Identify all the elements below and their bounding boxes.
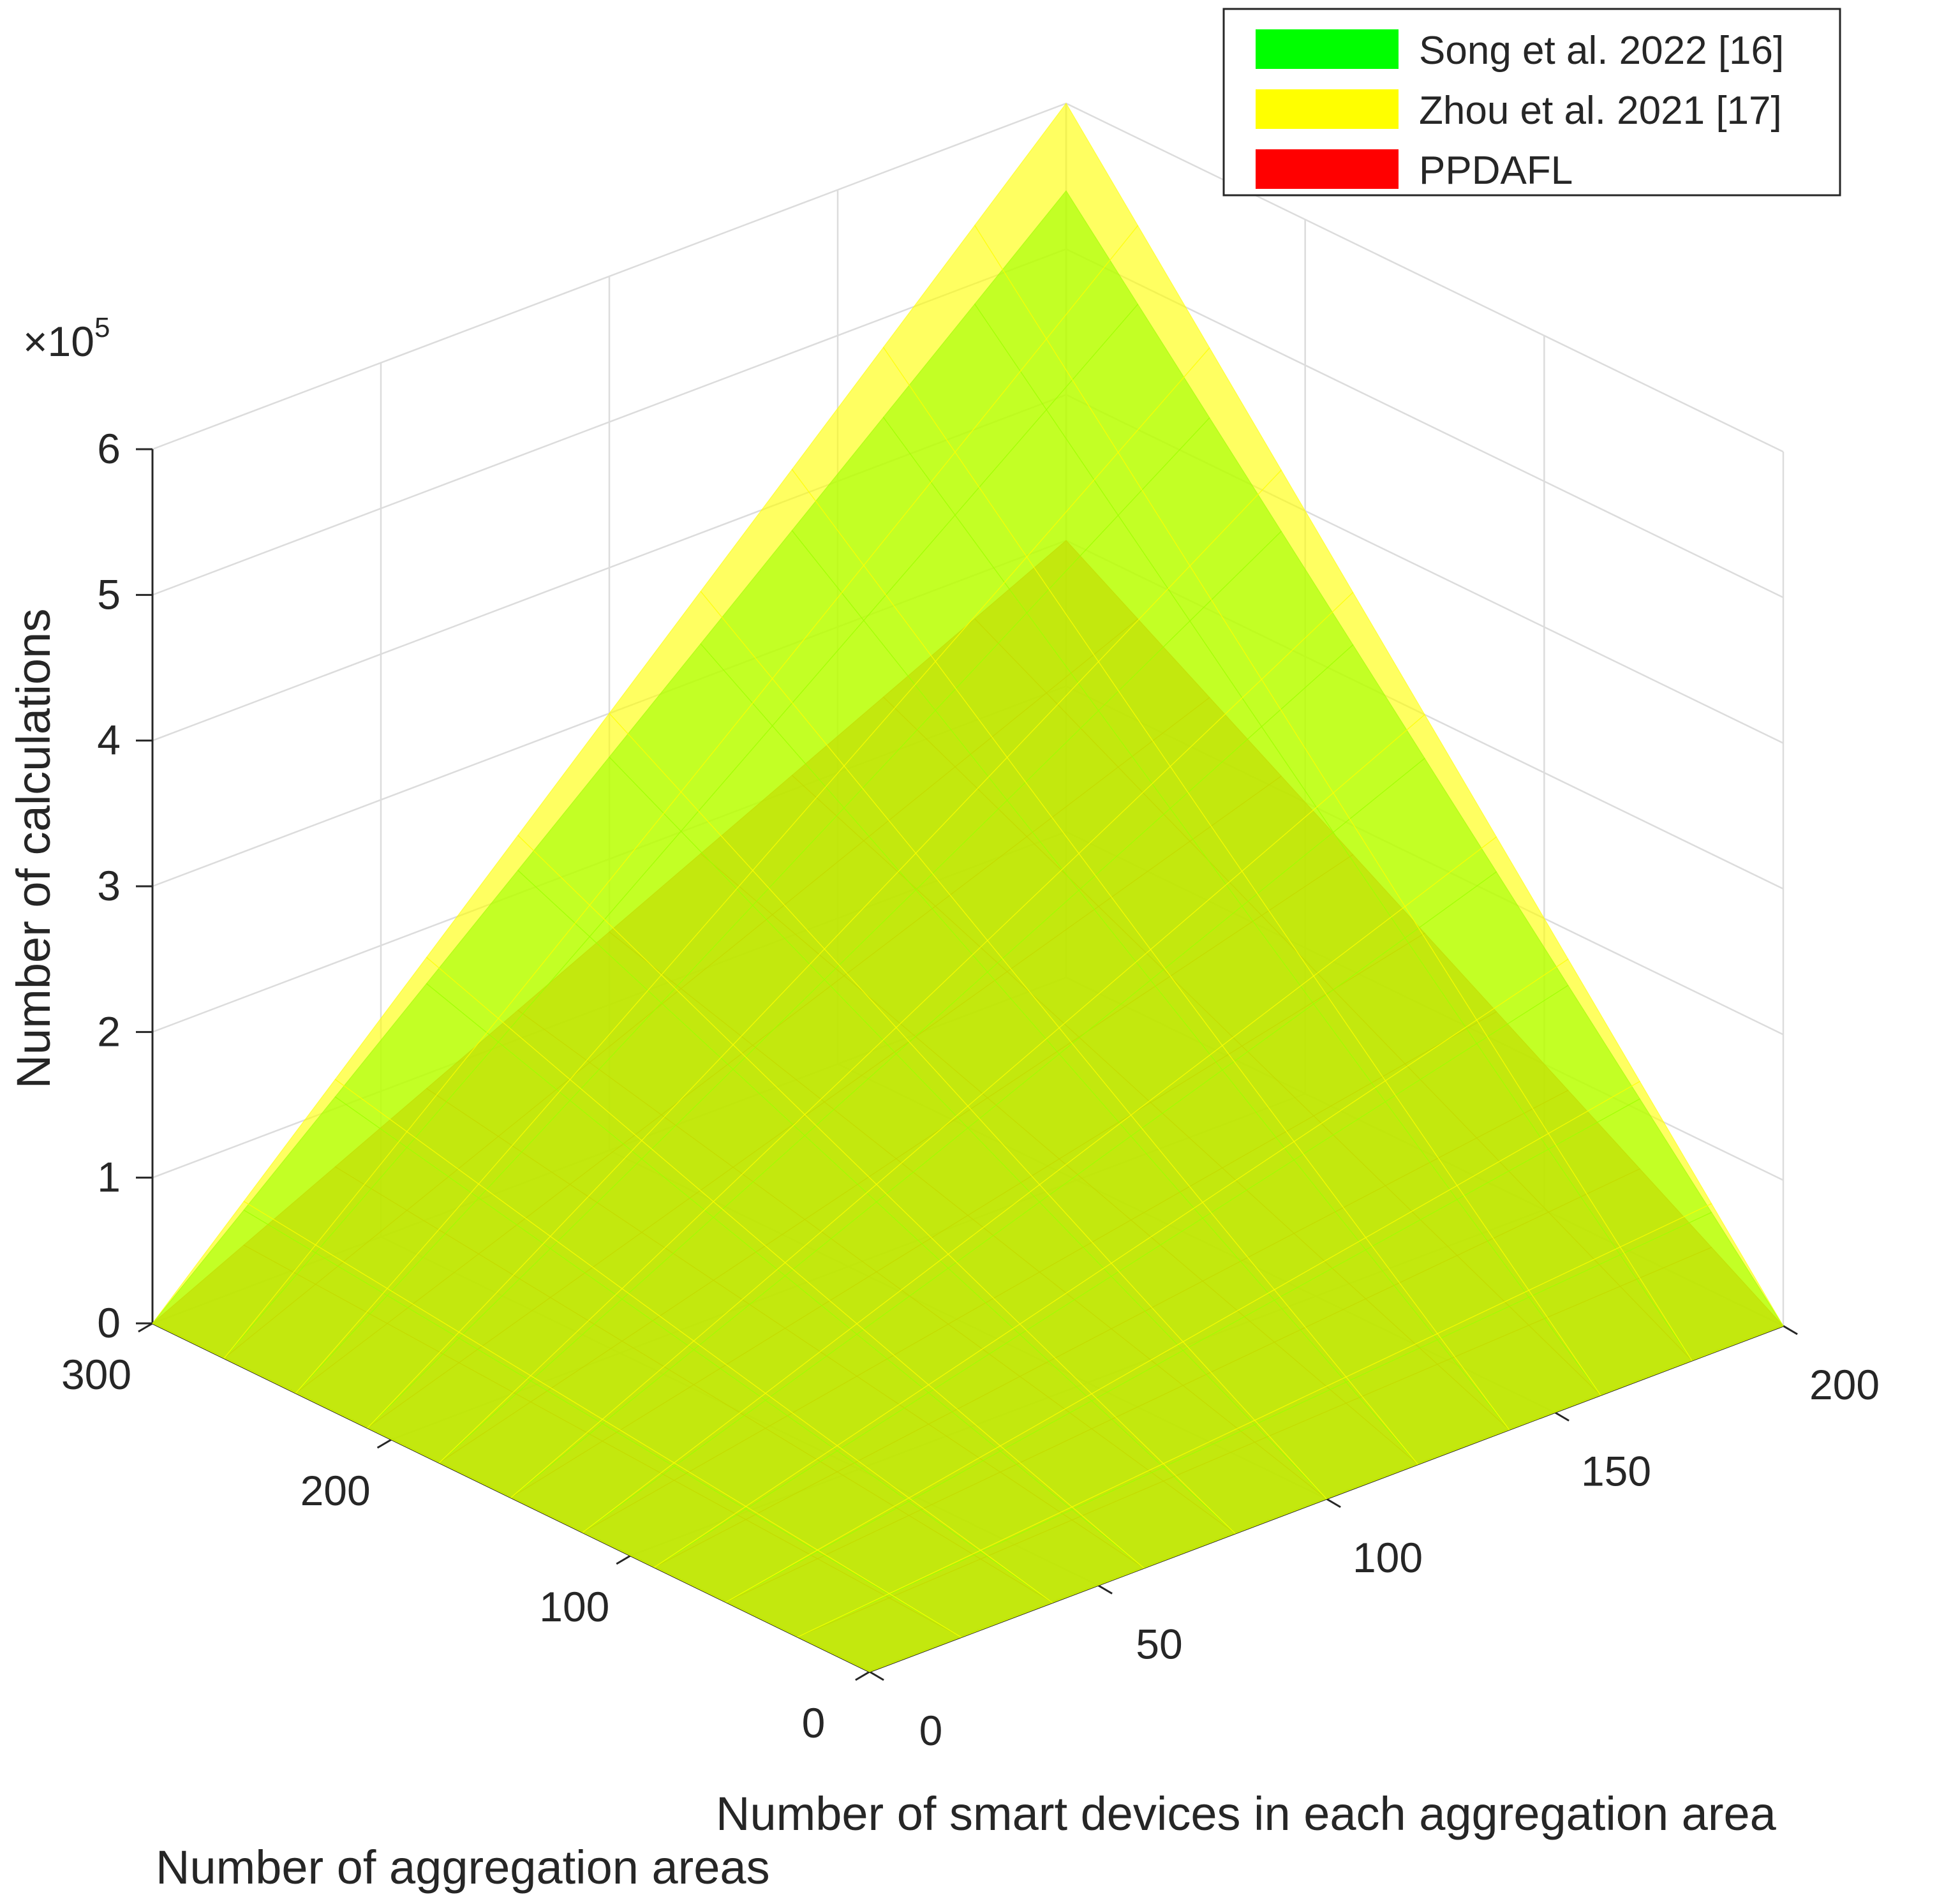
x-tick-label: 150 bbox=[1581, 1448, 1651, 1495]
x-axis-title: Number of smart devices in each aggregat… bbox=[716, 1787, 1777, 1840]
legend-label: PPDAFL bbox=[1419, 149, 1573, 193]
z-tick-label: 4 bbox=[97, 717, 121, 764]
surface-cell bbox=[974, 102, 1139, 340]
y-tick-label: 200 bbox=[301, 1467, 371, 1514]
x-tick bbox=[1097, 1584, 1113, 1595]
y-tick bbox=[855, 1670, 870, 1681]
x-tick bbox=[1326, 1498, 1341, 1508]
z-exponent-label: ×105 bbox=[23, 312, 110, 365]
legend-label: Zhou et al. 2021 [17] bbox=[1419, 89, 1782, 133]
surface-layer bbox=[151, 102, 1785, 1672]
z-tick-label: 1 bbox=[97, 1154, 121, 1201]
y-tick-label: 100 bbox=[539, 1583, 609, 1630]
legend: Song et al. 2022 [16] Zhou et al. 2021 [1… bbox=[1222, 8, 1841, 197]
z-tick-label: 0 bbox=[97, 1299, 121, 1346]
x-tick-label: 100 bbox=[1353, 1534, 1423, 1581]
z-tick-label: 3 bbox=[97, 862, 121, 909]
y-tick bbox=[138, 1322, 153, 1333]
x-tick-label: 200 bbox=[1809, 1361, 1880, 1408]
y-tick bbox=[376, 1438, 392, 1449]
z-axis-title: Number of calculations bbox=[7, 609, 60, 1089]
z-tick-label: 2 bbox=[97, 1008, 121, 1055]
x-tick bbox=[1783, 1325, 1798, 1335]
x-tick-label: 0 bbox=[919, 1707, 943, 1754]
label-layer: ×105 0 50 100 150 200 0 100 200 300 0 1 2 3 4 5 6 Number… bbox=[7, 312, 1880, 1894]
grid-line bbox=[1065, 102, 1784, 453]
y-tick bbox=[616, 1554, 632, 1565]
legend-label: Song et al. 2022 [16] bbox=[1419, 29, 1784, 73]
surface-1 bbox=[152, 102, 1784, 1672]
y-tick-label: 0 bbox=[802, 1699, 826, 1746]
z-tick-label: 6 bbox=[97, 425, 121, 472]
y-tick-label: 300 bbox=[61, 1351, 131, 1398]
y-axis-title: Number of aggregation areas bbox=[156, 1841, 770, 1894]
legend-swatch bbox=[1256, 149, 1399, 189]
legend-swatch bbox=[1256, 89, 1399, 129]
legend-swatch bbox=[1256, 29, 1399, 69]
x-tick-label: 50 bbox=[1136, 1621, 1182, 1668]
x-tick bbox=[869, 1670, 884, 1681]
z-tick-label: 5 bbox=[97, 570, 121, 618]
x-tick bbox=[1554, 1411, 1570, 1422]
